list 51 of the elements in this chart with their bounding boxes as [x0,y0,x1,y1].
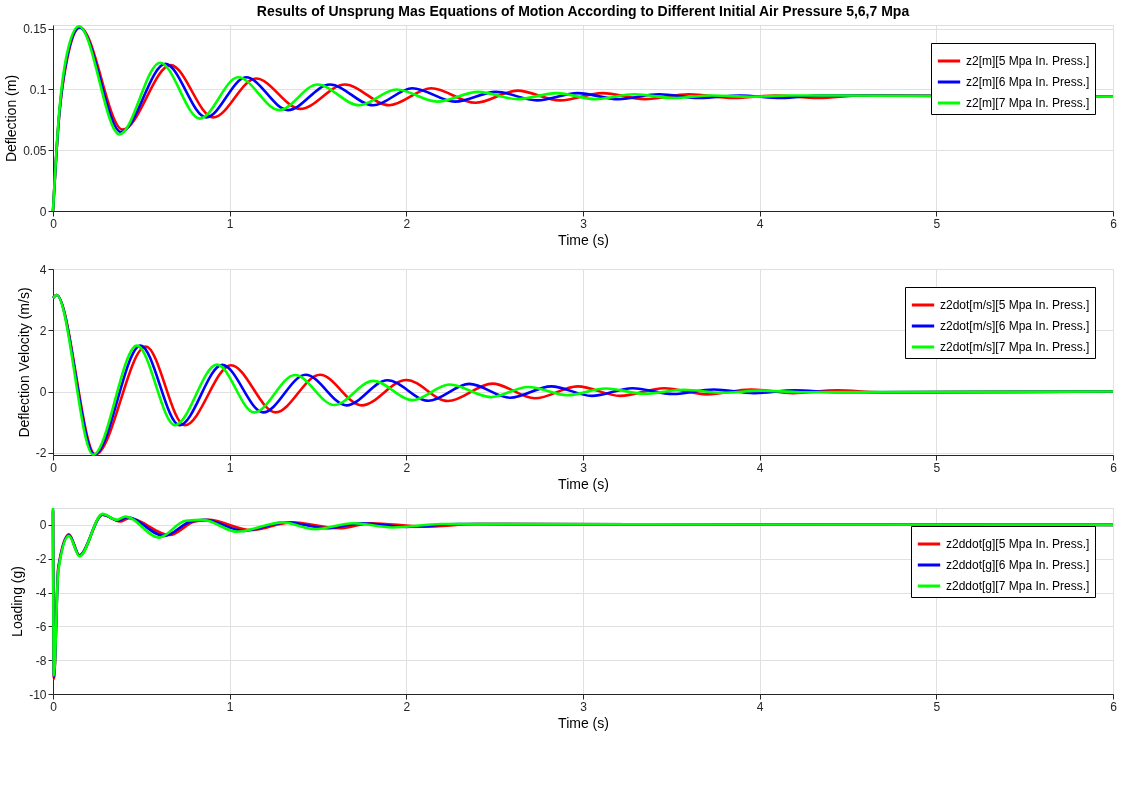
y-axis-title: Loading (g) [9,566,26,637]
y-tick-label: 0 [39,204,47,219]
x-tick-label: 1 [226,216,234,231]
x-tick-label: 5 [933,699,941,714]
x-tick-label: 0 [50,460,58,475]
x-tick-label: 4 [756,699,764,714]
x-tick-label: 4 [756,460,764,475]
x-tick-label: 6 [1110,699,1118,714]
y-tick-label: -2 [35,552,47,567]
y-tick-label: -10 [29,687,47,702]
legend-label: z2[m][7 Mpa In. Press.] [966,96,1090,110]
legend-label: z2ddot[g][5 Mpa In. Press.] [946,537,1090,551]
y-tick-label: 0.15 [23,22,47,37]
x-tick-label: 0 [50,216,58,231]
x-tick-label: 5 [933,216,941,231]
legend-label: z2[m][5 Mpa In. Press.] [966,54,1090,68]
x-tick-label: 4 [756,216,764,231]
x-tick-label: 3 [580,699,588,714]
y-tick-label: -4 [35,586,47,601]
y-tick-label: 4 [39,262,47,277]
legend-label: z2dot[m/s][7 Mpa In. Press.] [940,340,1090,354]
x-axis-title: Time (s) [558,714,609,731]
x-axis-title: Time (s) [558,231,609,248]
x-tick-label: 5 [933,460,941,475]
y-axis-title: Deflection Velocity (m/s) [15,287,32,438]
y-tick-label: 2 [39,323,47,338]
x-tick-label: 6 [1110,216,1118,231]
y-tick-label: -2 [35,446,47,461]
y-tick-label: -8 [35,653,47,668]
x-tick-label: 2 [403,460,411,475]
x-tick-label: 3 [580,216,588,231]
x-axis-title: Time (s) [558,475,609,492]
x-tick-label: 2 [403,216,411,231]
chart-title: Results of Unsprung Mas Equations of Motion According to Different Initial Air Pressure 5,6,7 Mpa [256,2,910,19]
y-tick-label: 0.1 [29,82,47,97]
x-tick-label: 1 [226,699,234,714]
x-tick-label: 0 [50,699,58,714]
y-tick-label: -6 [35,619,47,634]
x-tick-label: 1 [226,460,234,475]
legend-label: z2dot[m/s][5 Mpa In. Press.] [940,298,1090,312]
x-tick-label: 3 [580,460,588,475]
y-tick-label: 0.05 [23,143,47,158]
x-tick-label: 2 [403,699,411,714]
y-tick-label: 0 [39,385,47,400]
legend-label: z2dot[m/s][6 Mpa In. Press.] [940,319,1090,333]
x-tick-label: 6 [1110,460,1118,475]
y-axis-title: Deflection (m) [3,74,20,163]
legend-label: z2[m][6 Mpa In. Press.] [966,75,1090,89]
legend-label: z2ddot[g][7 Mpa In. Press.] [946,579,1090,593]
legend-label: z2ddot[g][6 Mpa In. Press.] [946,558,1090,572]
y-tick-label: 0 [39,518,47,533]
